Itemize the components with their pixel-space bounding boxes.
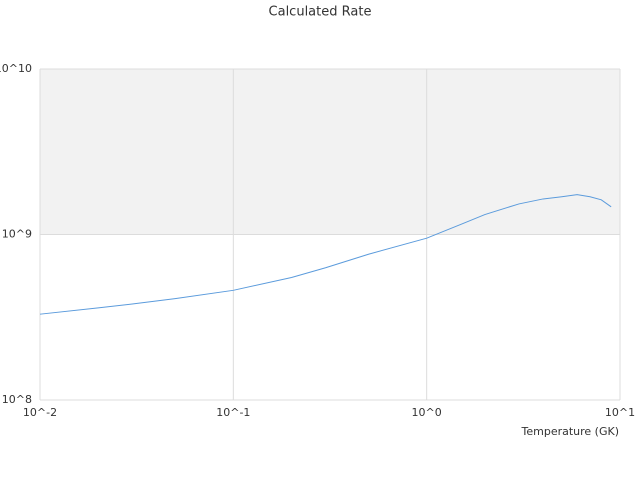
y-tick-label: 10^9: [2, 228, 32, 241]
data-line: [39, 194, 612, 315]
x-tick-label: 10^1: [605, 406, 635, 419]
y-tick-label: 10^10: [0, 62, 32, 75]
x-tick-label: 10^-2: [23, 406, 57, 419]
chart-title: Calculated Rate: [269, 5, 372, 20]
y-tick-label: 10^8: [2, 393, 32, 406]
x-axis-label: Temperature (GK): [521, 425, 620, 438]
x-tick-label: 10^0: [412, 406, 442, 419]
plot-band: [40, 69, 620, 235]
x-tick-label: 10^-1: [216, 406, 250, 419]
